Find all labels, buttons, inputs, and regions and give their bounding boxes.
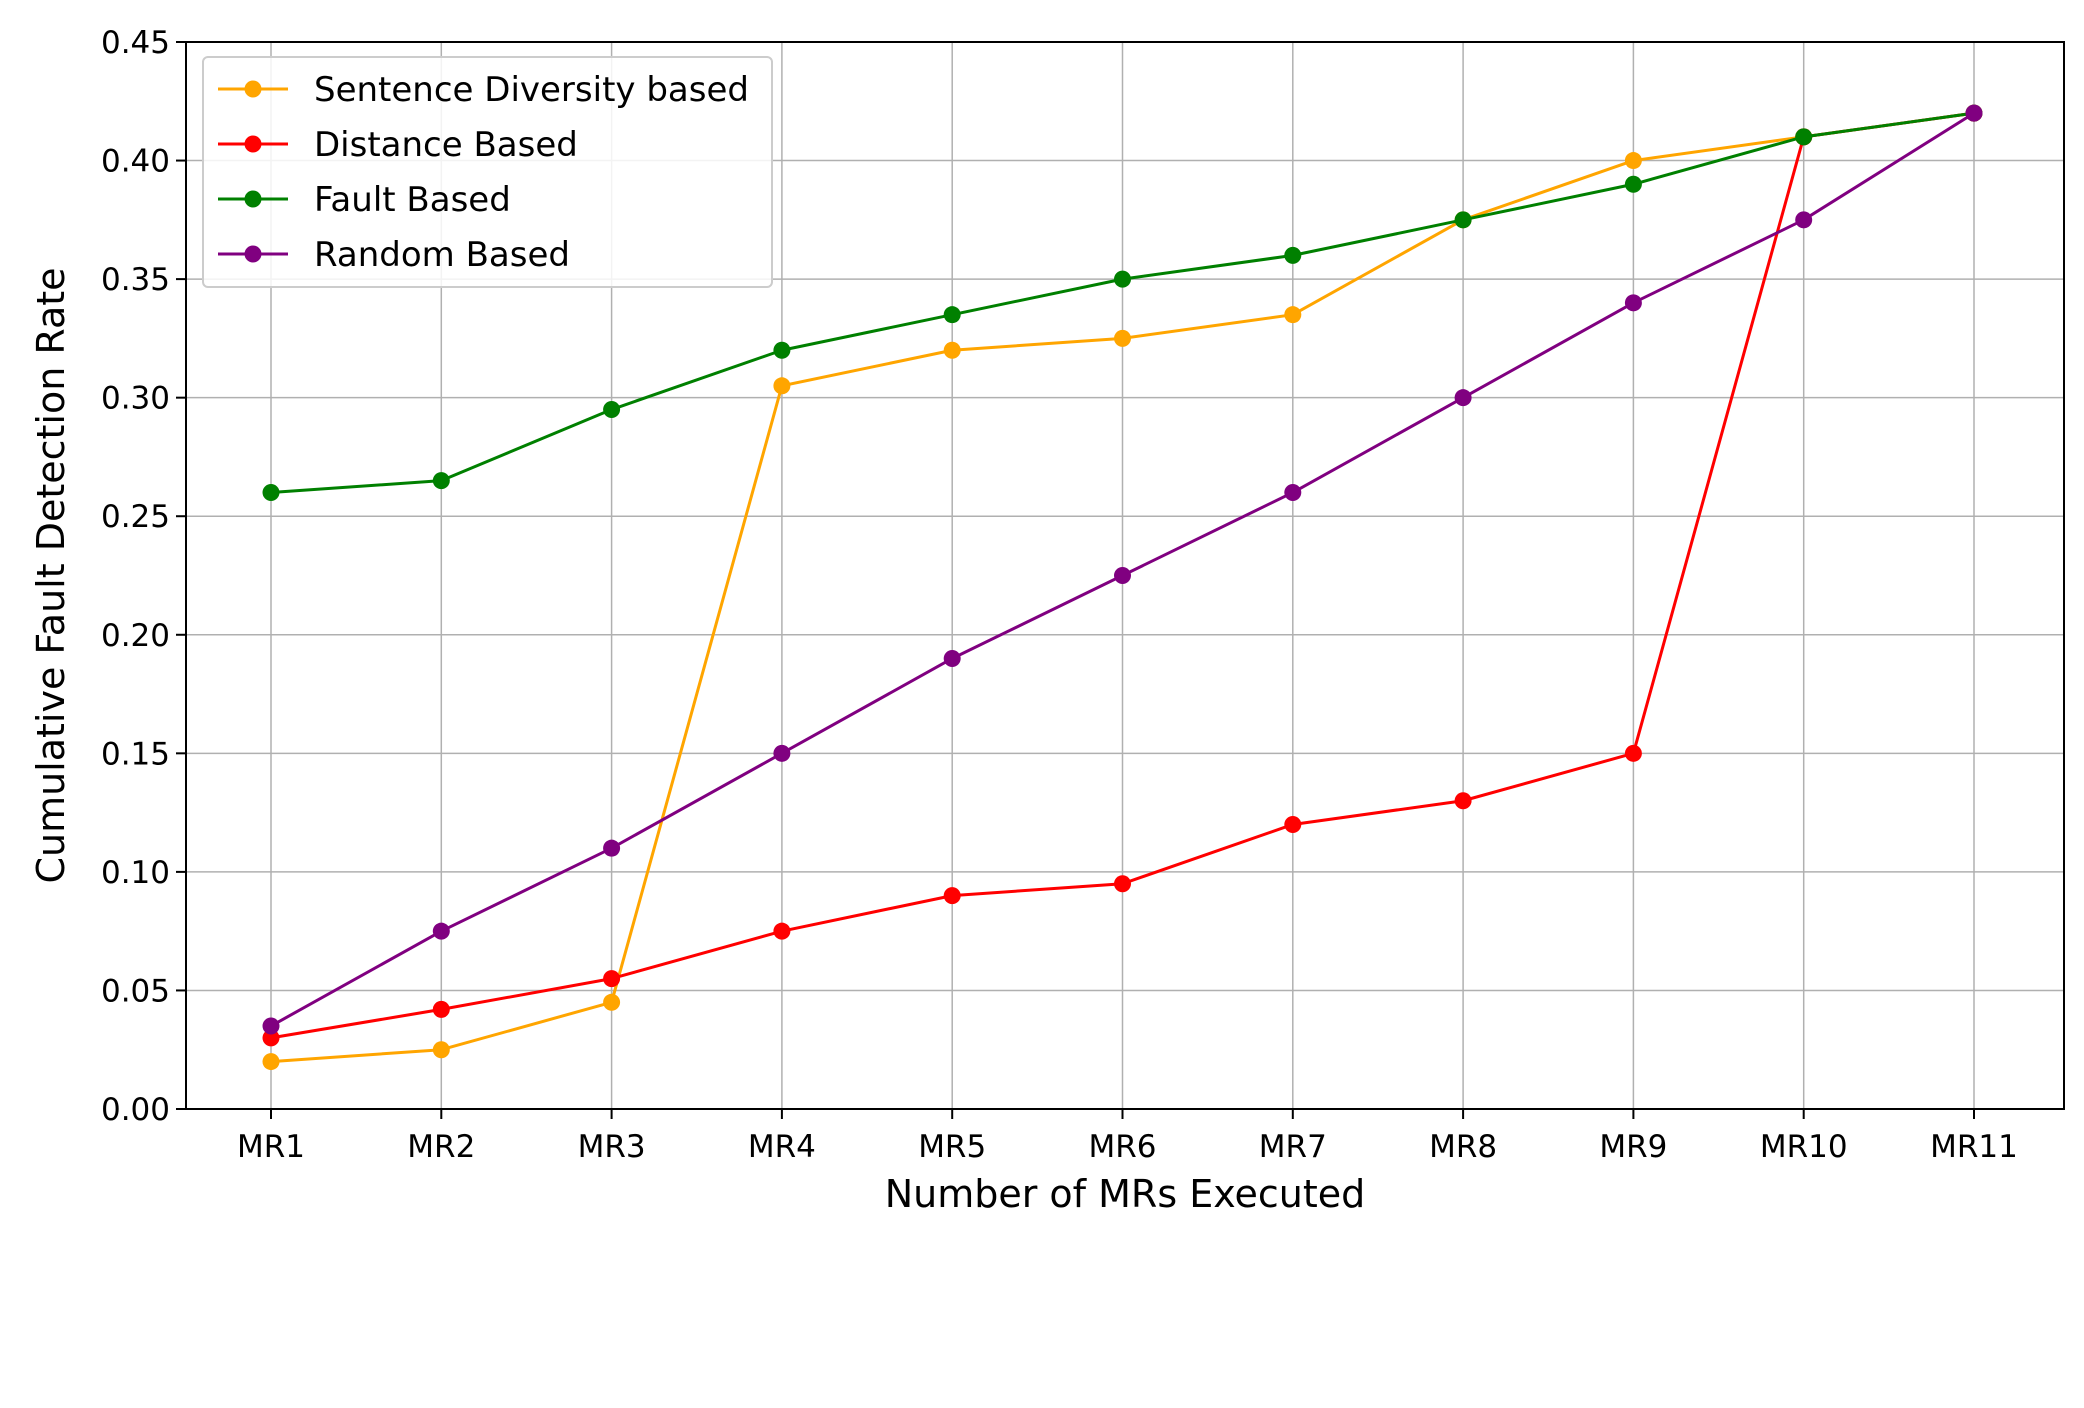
y-tick-label: 0.20 (101, 618, 170, 654)
data-point (943, 341, 961, 359)
series-layer (262, 104, 1983, 1071)
data-point (1624, 294, 1642, 312)
data-point (1624, 152, 1642, 170)
data-point (432, 922, 450, 940)
x-tick-label: MR11 (1930, 1129, 2018, 1165)
y-tick-label: 0.10 (101, 855, 170, 891)
y-tick-label: 0.00 (101, 1092, 170, 1128)
x-tick-label: MR9 (1599, 1129, 1667, 1165)
data-point (773, 377, 791, 395)
data-point (773, 744, 791, 762)
legend-label: Random Based (314, 235, 570, 275)
y-tick-label: 0.45 (101, 25, 170, 61)
legend-item: Distance Based (218, 125, 578, 165)
data-point (1284, 306, 1302, 324)
data-point (603, 839, 621, 857)
data-point (1454, 792, 1472, 810)
data-point (432, 472, 450, 490)
data-point (1795, 211, 1813, 229)
y-tick-label: 0.30 (101, 381, 170, 417)
data-point (1454, 389, 1472, 407)
data-point (1965, 104, 1983, 122)
data-point (262, 1053, 280, 1071)
data-point (1624, 744, 1642, 762)
data-point (1114, 567, 1131, 584)
data-point (603, 970, 621, 988)
series-2 (262, 104, 1983, 502)
series-3 (262, 104, 1983, 1035)
legend-label: Sentence Diversity based (314, 70, 749, 110)
y-tick-label: 0.05 (101, 973, 170, 1009)
data-point (432, 1000, 450, 1018)
data-point (1114, 329, 1131, 347)
legend-label: Fault Based (314, 180, 511, 220)
data-point (1284, 484, 1302, 502)
axes: MR1 MR2 MR3 MR4 MR5 MR6 MR7 MR8 MR9 MR10 MR11 0.00 0… (101, 25, 2018, 1165)
x-tick-label: MR4 (748, 1129, 816, 1165)
y-tick-label: 0.15 (101, 736, 170, 772)
data-point (773, 922, 791, 940)
data-point (943, 306, 961, 324)
y-axis-label: Cumulative Fault Detection Rate (29, 267, 73, 883)
data-point (262, 484, 280, 502)
x-tick-label: MR10 (1760, 1129, 1848, 1165)
plot-frame (185, 41, 2065, 1110)
legend-marker (244, 135, 262, 153)
x-tick-label: MR5 (918, 1129, 986, 1165)
x-tick-label: MR1 (237, 1129, 305, 1165)
legend-item: Sentence Diversity based (218, 70, 749, 110)
x-tick-label: MR6 (1088, 1129, 1156, 1165)
legend-label: Distance Based (314, 125, 578, 165)
legend-marker (244, 80, 262, 98)
data-point (1795, 128, 1813, 146)
data-point (603, 993, 621, 1011)
legend-item: Fault Based (218, 180, 511, 220)
x-axis-label: Number of MRs Executed (885, 1172, 1366, 1216)
x-tick-label: MR8 (1429, 1129, 1497, 1165)
y-tick-label: 0.25 (101, 499, 170, 535)
legend-item: Random Based (218, 235, 570, 275)
data-point (943, 649, 961, 667)
y-tick-label: 0.35 (101, 262, 170, 298)
data-point (1454, 211, 1472, 229)
legend: Sentence Diversity based Distance Based Fa… (202, 56, 773, 288)
data-point (1114, 875, 1131, 893)
x-tick-label: MR3 (578, 1129, 646, 1165)
x-tick-label: MR7 (1259, 1129, 1327, 1165)
data-point (1114, 270, 1131, 288)
legend-box (202, 56, 773, 288)
data-point (1284, 246, 1302, 264)
data-point (773, 341, 791, 359)
y-tick-label: 0.40 (101, 144, 170, 180)
legend-marker (244, 190, 262, 208)
data-point (432, 1041, 450, 1059)
data-point (262, 1029, 280, 1047)
data-point (943, 887, 961, 905)
legend-marker (244, 245, 262, 263)
data-point (262, 1017, 280, 1035)
data-point (1624, 175, 1642, 193)
data-point (603, 401, 621, 419)
x-tick-label: MR2 (407, 1129, 475, 1165)
data-point (1284, 815, 1302, 833)
